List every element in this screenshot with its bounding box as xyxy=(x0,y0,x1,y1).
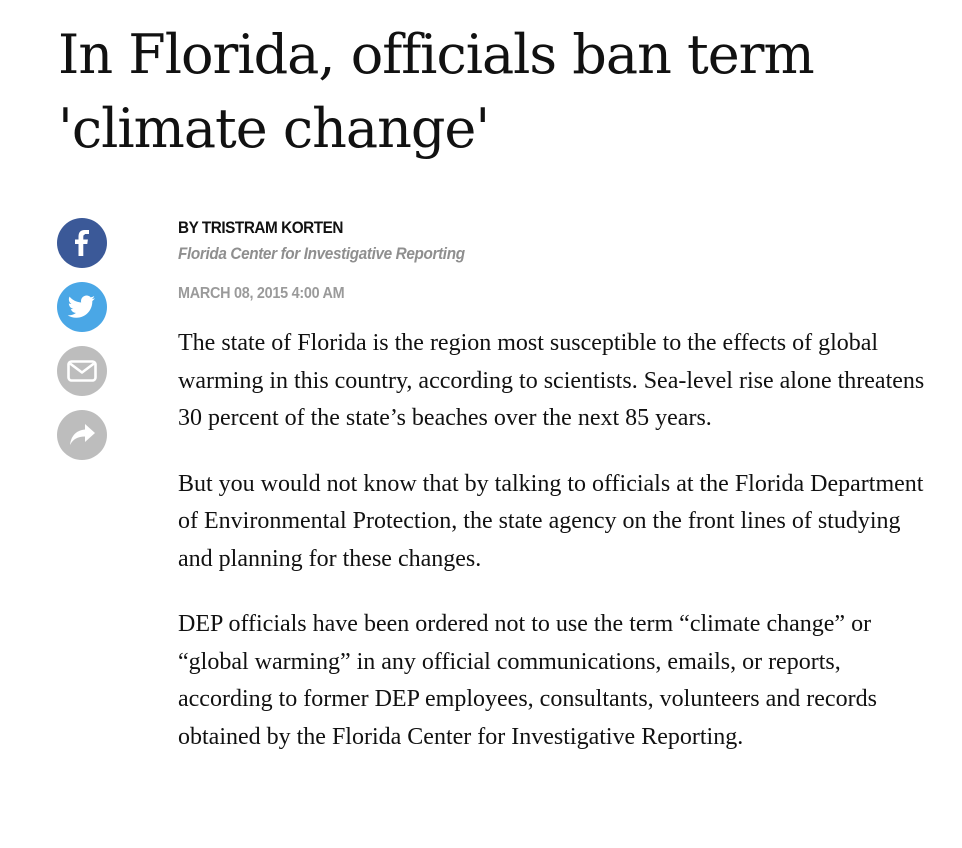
headline: In Florida, officials ban term 'climate … xyxy=(58,23,815,160)
publish-date: MARCH 08, 2015 4:00 AM xyxy=(178,285,345,302)
share-arrow-icon xyxy=(70,424,95,445)
twitter-icon xyxy=(67,295,96,318)
byline-affiliation: Florida Center for Investigative Reporti… xyxy=(178,244,465,263)
byline: BY TRISTRAM KORTEN xyxy=(178,218,344,237)
article-body: The state of Florida is the region most … xyxy=(178,325,938,784)
share-bar xyxy=(57,218,109,474)
body-paragraph: The state of Florida is the region most … xyxy=(178,330,925,431)
body-paragraph: But you would not know that by talking t… xyxy=(178,470,924,572)
share-more-button[interactable] xyxy=(57,410,107,460)
email-icon xyxy=(67,360,97,382)
body-paragraph: DEP officials have been ordered not to u… xyxy=(178,611,877,750)
twitter-share-button[interactable] xyxy=(57,282,107,332)
article-meta: BY TRISTRAM KORTEN Florida Center for In… xyxy=(178,215,918,305)
facebook-share-button[interactable] xyxy=(57,218,107,268)
email-share-button[interactable] xyxy=(57,346,107,396)
facebook-icon xyxy=(75,230,89,256)
